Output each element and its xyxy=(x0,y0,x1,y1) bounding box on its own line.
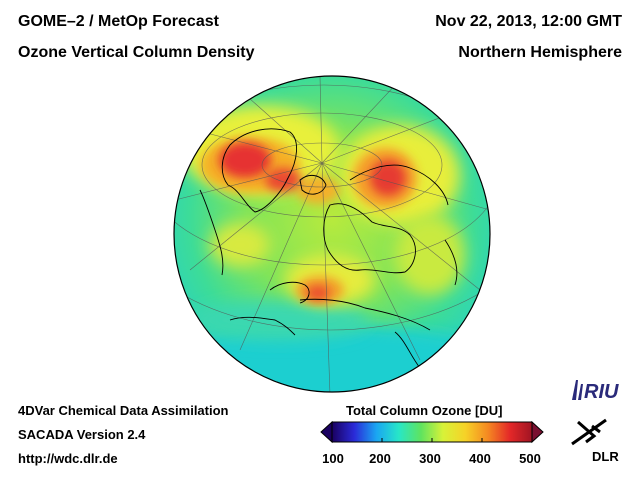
colorbar-tick-label: 200 xyxy=(369,451,391,466)
footer-version: SACADA Version 2.4 xyxy=(18,427,146,442)
colorbar-tick-label: 100 xyxy=(322,451,344,466)
footer-method: 4DVar Chemical Data Assimilation xyxy=(18,403,229,418)
riu-logo-text: RIU xyxy=(584,381,619,403)
title-line1: GOME–2 / MetOp Forecast xyxy=(18,13,219,30)
colorbar-tick-label: 500 xyxy=(519,451,541,466)
ozone-globe-map xyxy=(173,75,491,393)
colorbar-tick-label: 300 xyxy=(419,451,441,466)
riu-logo: RIU xyxy=(572,380,619,403)
colorbar xyxy=(320,420,544,444)
dlr-logo-text: DLR xyxy=(592,449,619,464)
footer-url[interactable]: http://wdc.dlr.de xyxy=(18,451,118,466)
dlr-logo-icon xyxy=(571,418,607,446)
colorbar-high-arrow xyxy=(531,420,544,444)
colorbar-low-arrow xyxy=(320,420,333,444)
region-label: Northern Hemisphere xyxy=(458,44,622,61)
colorbar-title: Total Column Ozone [DU] xyxy=(346,403,503,418)
colorbar-tick-label: 400 xyxy=(469,451,491,466)
title-line2: Ozone Vertical Column Density xyxy=(18,44,255,61)
date-label: Nov 22, 2013, 12:00 GMT xyxy=(435,13,622,30)
globe-outline xyxy=(173,75,491,393)
ozone-field xyxy=(174,76,490,392)
